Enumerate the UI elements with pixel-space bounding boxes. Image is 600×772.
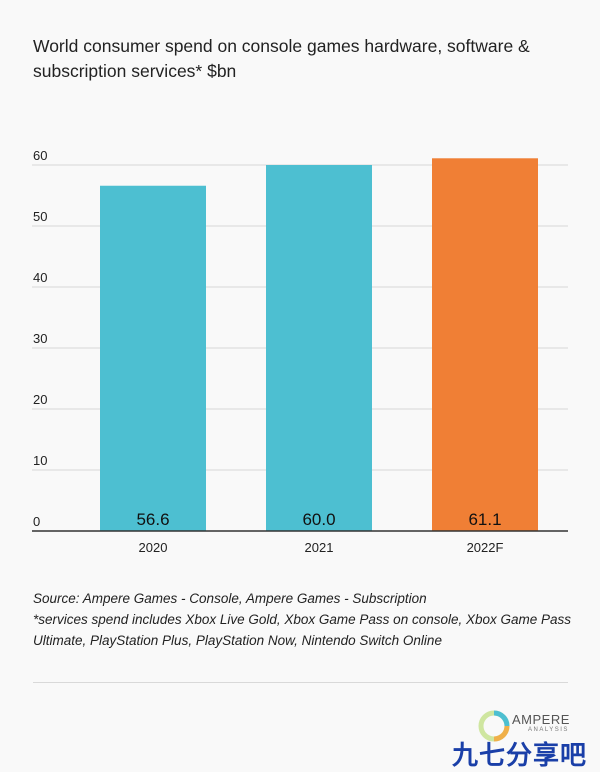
chart-title: World consumer spend on console games ha…	[33, 36, 530, 81]
x-tick-label: 2020	[139, 540, 168, 555]
x-tick-label: 2021	[305, 540, 334, 555]
footnote: Source: Ampere Games - Console, Ampere G…	[33, 588, 578, 651]
bar-chart: 0 10 20 30 40 50 60 2020 2021 2022F 56.6 60.0 61.1	[32, 148, 568, 555]
y-tick-label: 0	[33, 514, 40, 529]
source-note: Source: Ampere Games - Console, Ampere G…	[33, 591, 427, 606]
value-label: 61.1	[468, 510, 501, 529]
y-axis-ticks: 0 10 20 30 40 50 60	[33, 148, 47, 529]
bar	[432, 158, 538, 532]
logo-name: AMPERE	[512, 712, 570, 727]
y-tick-label: 40	[33, 270, 47, 285]
ampere-logo-icon	[478, 710, 510, 742]
value-label: 60.0	[302, 510, 335, 529]
bars	[100, 158, 538, 532]
x-tick-label: 2022F	[467, 540, 504, 555]
y-tick-label: 50	[33, 209, 47, 224]
y-tick-label: 10	[33, 453, 47, 468]
divider	[33, 682, 568, 683]
y-tick-label: 60	[33, 148, 47, 163]
bar	[100, 185, 206, 532]
watermark: 九七分享吧	[452, 740, 588, 770]
y-tick-label: 30	[33, 331, 47, 346]
logo-subtitle: ANALYSIS	[528, 727, 569, 733]
value-labels: 56.6 60.0 61.1	[136, 510, 501, 529]
value-label: 56.6	[136, 510, 169, 529]
x-axis-ticks: 2020 2021 2022F	[139, 540, 504, 555]
y-tick-label: 20	[33, 392, 47, 407]
services-note: *services spend includes Xbox Live Gold,…	[33, 612, 572, 648]
bar	[266, 165, 372, 531]
